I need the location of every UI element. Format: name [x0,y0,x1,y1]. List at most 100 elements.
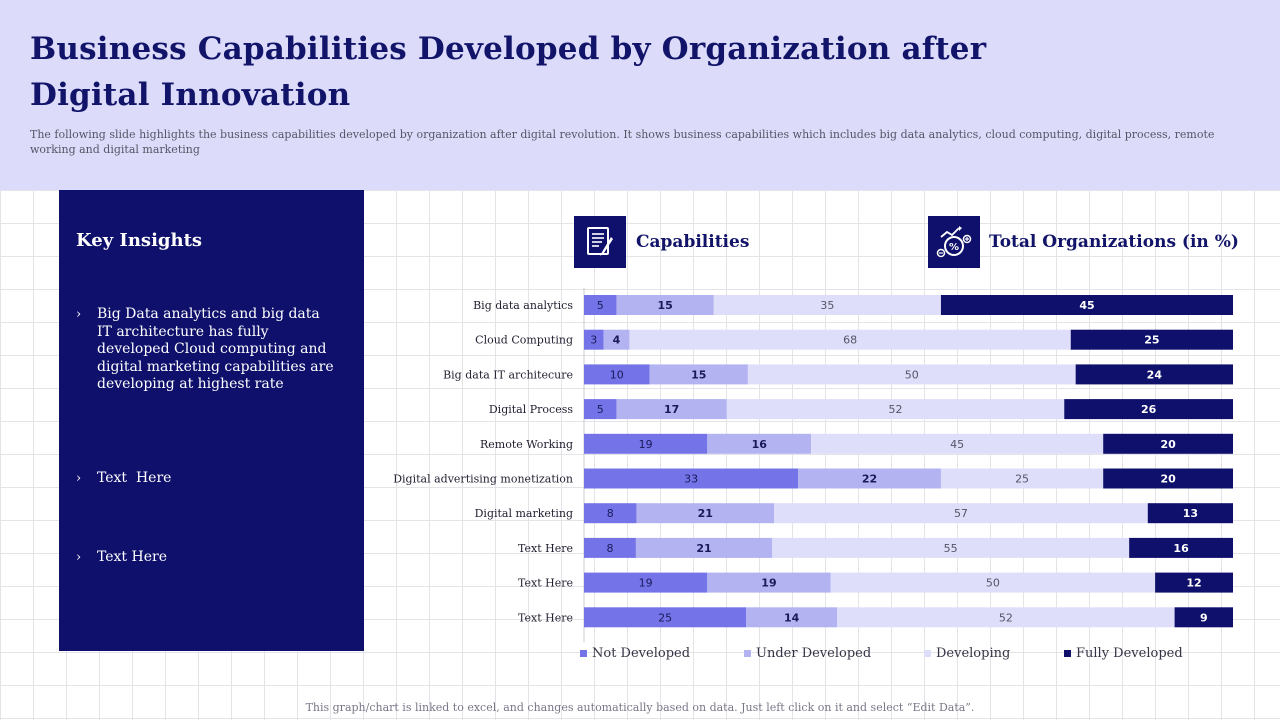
bar-segment[interactable] [713,295,941,315]
category-tick-label: Text Here [518,611,573,624]
bar-segment[interactable] [584,329,604,350]
data-label: 21 [698,507,713,520]
category-tick-label: Remote Working [480,438,573,451]
data-label: 14 [784,611,800,624]
legend-entry: Under Developed [756,646,871,661]
bar-segment[interactable] [1155,572,1233,593]
bar-segment[interactable] [707,433,812,454]
bar-segment[interactable] [649,364,748,385]
legend-swatch[interactable] [1064,650,1071,657]
data-label: 5 [597,299,604,312]
bar-segment[interactable] [1103,433,1233,454]
bar-segment[interactable] [629,329,1071,350]
growth-percent-icon: % [928,216,980,268]
bar-segment[interactable] [584,399,617,420]
data-label: 16 [752,438,768,451]
bar-segment[interactable] [746,607,838,628]
page-title: Business Capabilities Developed by Organ… [30,31,987,113]
document-pen-icon [574,216,626,268]
insight-text: Text Here [97,470,172,486]
bar-segment[interactable] [584,433,708,454]
bar-segment[interactable] [774,503,1148,524]
legend-swatch[interactable] [580,650,587,657]
bar-segment[interactable] [584,295,617,315]
data-label: 13 [1183,507,1198,520]
data-label: 52 [889,403,903,416]
data-label: 33 [684,473,698,486]
footer-note: This graph/chart is linked to excel, and… [305,701,975,714]
category-tick-label: Text Here [518,542,573,555]
data-label: 50 [905,368,919,381]
bar-segment[interactable] [1075,364,1233,385]
legend-swatch[interactable] [924,650,931,657]
total-organizations-heading: Total Organizations (in %) [989,232,1239,252]
data-label: 12 [1186,577,1201,590]
data-label: 68 [843,334,857,347]
data-label: 8 [607,507,614,520]
data-label: 19 [761,577,776,590]
bar-segment[interactable] [584,468,799,489]
bar-segment[interactable] [707,572,831,593]
data-label: 3 [590,334,597,347]
bar-segment[interactable] [726,399,1065,420]
legend-entry: Fully Developed [1076,646,1183,661]
data-label: 22 [862,473,877,486]
bar-segment[interactable] [747,364,1076,385]
data-label: 25 [1144,334,1159,347]
capabilities-heading: Capabilities [636,232,750,252]
data-label: 20 [1160,438,1176,451]
bar-segment[interactable] [1147,503,1233,524]
bar-segment[interactable] [584,607,747,628]
bar-segment[interactable] [584,503,637,524]
bar-segment[interactable] [1070,329,1233,350]
data-label: 57 [954,507,968,520]
data-label: 45 [1079,299,1094,312]
data-label: 15 [657,299,672,312]
svg-text:%: % [949,242,959,253]
bar-segment[interactable] [1129,537,1233,558]
data-label: 21 [696,542,711,555]
chevron-right-icon: › [76,550,82,565]
bar-segment[interactable] [1174,607,1233,628]
data-label: 19 [639,438,653,451]
bar-segment[interactable] [1103,468,1233,489]
key-insights-panel: Key Insights › Big Data analytics and bi… [59,190,364,651]
data-label: 5 [597,403,604,416]
legend-swatch[interactable] [744,650,751,657]
bar-segment[interactable] [940,468,1104,489]
key-insights-heading: Key Insights [76,230,203,251]
bar-segment[interactable] [616,399,727,420]
bar-segment[interactable] [616,295,714,315]
bar-segment[interactable] [603,329,630,350]
data-label: 19 [639,577,653,590]
bar-segment[interactable] [584,364,650,385]
bar-segment[interactable] [635,537,773,558]
data-label: 15 [691,368,706,381]
data-label: 9 [1200,611,1208,624]
data-label: 8 [606,542,613,555]
bar-segment[interactable] [772,537,1130,558]
bar-segment[interactable] [584,572,708,593]
insight-text: Big Data analytics and big data IT archi… [97,306,334,392]
data-label: 10 [610,368,624,381]
category-tick-label: Digital marketing [475,507,573,520]
bar-segment[interactable] [830,572,1156,593]
data-label: 4 [613,334,621,347]
bar-segment[interactable] [1064,399,1233,420]
bar-segment[interactable] [940,295,1233,315]
bar-segment[interactable] [584,537,636,558]
data-label: 20 [1160,473,1176,486]
bar-segment[interactable] [636,503,775,524]
data-label: 16 [1173,542,1189,555]
data-label: 25 [658,611,672,624]
data-label: 26 [1141,403,1157,416]
category-tick-label: Text Here [518,577,573,590]
bar-segment[interactable] [837,607,1175,628]
bar-segment[interactable] [811,433,1104,454]
data-label: 25 [1015,473,1029,486]
data-label: 24 [1147,368,1163,381]
header-band: Business Capabilities Developed by Organ… [0,0,1280,190]
data-label: 50 [986,577,1000,590]
bar-segment[interactable] [798,468,941,489]
